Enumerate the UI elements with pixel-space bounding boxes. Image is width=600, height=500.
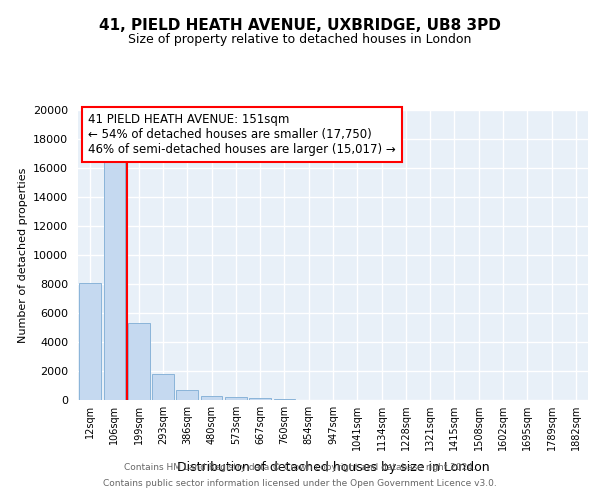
Text: Contains HM Land Registry data © Crown copyright and database right 2024.: Contains HM Land Registry data © Crown c… [124,464,476,472]
Bar [274,398,295,400]
Y-axis label: Number of detached properties: Number of detached properties [17,168,28,342]
Bar [79,282,101,400]
Text: 41 PIELD HEATH AVENUE: 151sqm
← 54% of detached houses are smaller (17,750)
46% : 41 PIELD HEATH AVENUE: 151sqm ← 54% of d… [88,113,396,156]
Bar [176,390,198,400]
Bar [225,397,247,400]
Bar [200,396,223,400]
Bar [128,323,149,400]
X-axis label: Distribution of detached houses by size in London: Distribution of detached houses by size … [176,462,490,474]
Text: Size of property relative to detached houses in London: Size of property relative to detached ho… [128,32,472,46]
Bar [104,160,125,400]
Bar [152,374,174,400]
Text: Contains public sector information licensed under the Open Government Licence v3: Contains public sector information licen… [103,478,497,488]
Text: 41, PIELD HEATH AVENUE, UXBRIDGE, UB8 3PD: 41, PIELD HEATH AVENUE, UXBRIDGE, UB8 3P… [99,18,501,32]
Bar [249,398,271,400]
